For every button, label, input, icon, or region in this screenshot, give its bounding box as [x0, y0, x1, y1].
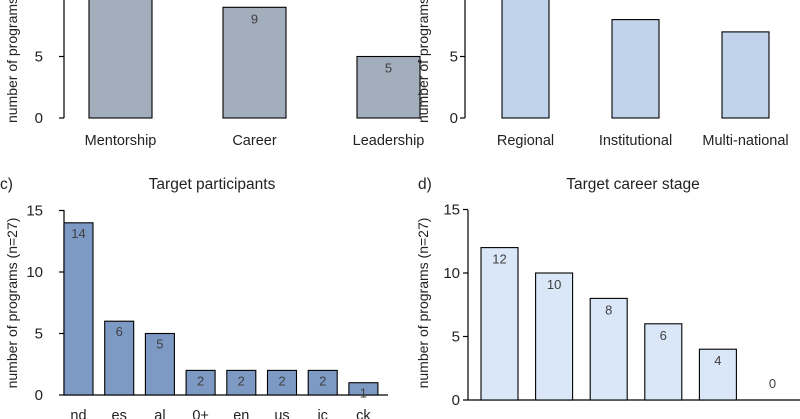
- data-label: 6: [660, 328, 667, 343]
- data-label: 2: [319, 373, 326, 388]
- category-label: Multi-national: [702, 133, 788, 149]
- panel-a: number of programs 0 5 Mentorship 9 Career 5 Le…: [4, 0, 424, 149]
- bar: [104, 320, 135, 396]
- y-tick-label: 5: [35, 49, 43, 66]
- category-label: 0+: [192, 408, 209, 419]
- data-label: 1: [360, 386, 367, 401]
- category-label: es: [112, 408, 127, 419]
- y-tick-label: 0: [35, 387, 43, 404]
- bar: [501, 0, 550, 119]
- data-label: 4: [714, 353, 721, 368]
- category-label: Career: [232, 133, 276, 149]
- panel-label: d): [418, 176, 432, 193]
- y-axis-label: number of programs (n=27): [4, 218, 20, 389]
- y-tick-label: 5: [450, 49, 458, 66]
- bar: [307, 369, 338, 396]
- bar: [356, 55, 421, 119]
- category-label: Mentorship: [85, 133, 157, 149]
- data-label: 5: [385, 61, 392, 76]
- bar: [222, 6, 287, 119]
- category-label: us: [274, 408, 289, 419]
- data-label: 0: [769, 376, 776, 391]
- data-label: 2: [238, 373, 245, 388]
- y-axis-label: number of programs: [4, 0, 20, 123]
- y-tick-label: 0: [35, 110, 43, 127]
- category-label: Institutional: [599, 133, 672, 149]
- category-label: ck: [356, 408, 371, 419]
- data-label: 10: [547, 277, 561, 292]
- bar: [185, 369, 216, 396]
- category-label: Leadership: [353, 133, 425, 149]
- bar: [226, 369, 257, 396]
- chart-title: Target participants: [149, 176, 276, 193]
- bar: [63, 222, 94, 396]
- bar: [144, 332, 175, 396]
- y-tick-label: 10: [26, 264, 43, 281]
- bar: [589, 297, 628, 401]
- category-label: en: [233, 408, 249, 419]
- bar: [480, 247, 519, 401]
- bar: [721, 31, 770, 119]
- y-tick-label: 15: [443, 202, 460, 219]
- data-label: 8: [605, 302, 612, 317]
- category-label: Regional: [497, 133, 554, 149]
- y-tick-label: 0: [452, 392, 460, 409]
- y-tick-label: 5: [35, 326, 43, 343]
- category-label: al: [154, 408, 165, 419]
- data-label: 2: [278, 373, 285, 388]
- chart-title: Target career stage: [566, 176, 700, 193]
- data-label: 12: [492, 252, 506, 267]
- panel-d: d) Target career stage number of programs …: [415, 176, 800, 409]
- category-label: nd: [70, 408, 86, 419]
- bar: [266, 369, 298, 396]
- bar: [611, 19, 660, 119]
- data-label: 14: [71, 226, 85, 241]
- panel-b: number of programs 0 5 Regional Institutiona…: [415, 0, 789, 149]
- bar: [698, 348, 737, 401]
- data-label: 9: [251, 11, 258, 26]
- bar: [535, 272, 574, 401]
- panel-c: c) Target participants number of programs …: [0, 176, 388, 419]
- bar: [88, 0, 153, 119]
- y-tick-label: 15: [26, 203, 43, 220]
- y-tick-label: 5: [452, 329, 460, 346]
- y-tick-label: 10: [443, 265, 460, 282]
- bar: [348, 382, 379, 396]
- data-label: 6: [116, 324, 123, 339]
- data-label: 2: [197, 373, 204, 388]
- panel-label: c): [0, 176, 13, 193]
- y-axis-label: number of programs (n=27): [415, 218, 431, 389]
- y-axis-label: number of programs: [415, 0, 431, 123]
- data-label: 5: [156, 337, 163, 352]
- y-tick-label: 0: [450, 110, 458, 127]
- bar: [644, 323, 683, 401]
- category-label: ic: [317, 408, 327, 419]
